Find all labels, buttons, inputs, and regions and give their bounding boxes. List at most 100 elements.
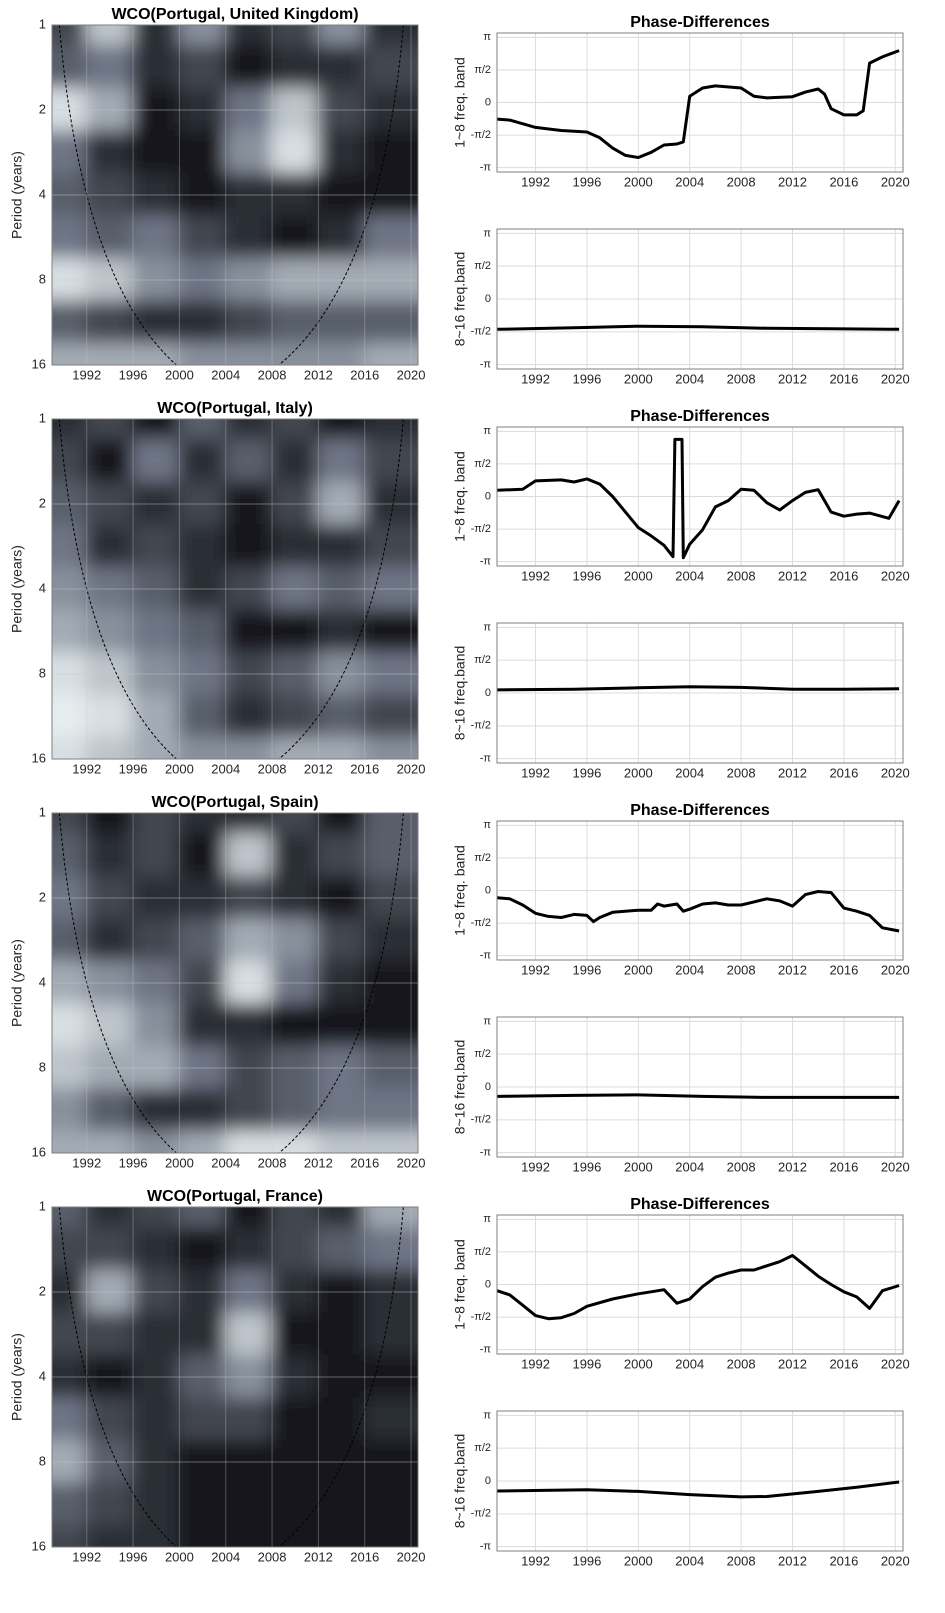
heat-cell [132,918,181,963]
heat-cell [224,1088,274,1133]
heat-cell [363,1088,418,1133]
x-tick-label: 2004 [675,568,704,583]
heat-cell [132,1354,181,1400]
heat-cell [271,1088,320,1133]
heat-cell [363,1130,418,1153]
heat-cell [132,566,181,612]
heat-cell [271,1524,320,1547]
x-tick-label: 2020 [881,1159,910,1174]
y-tick-label: 0 [485,884,491,896]
chart-title: WCO(Portugal, Italy) [157,400,313,417]
x-tick-label: 2000 [624,371,653,386]
heat-cell [271,651,320,697]
y-tick-label: 8 [39,665,46,680]
x-tick-label: 2020 [881,568,910,583]
heat-cell [85,609,135,654]
heat-cell [224,257,274,303]
heatmap [52,813,418,1153]
x-tick-label: 2016 [829,174,858,189]
heat-cell [52,960,88,1006]
heat-cell [52,1130,88,1153]
heat-cell [132,960,181,1006]
heat-cell [52,1482,88,1527]
y-tick-label: 16 [32,356,46,371]
x-tick-label: 2000 [165,1155,194,1170]
heat-cell [363,832,418,878]
heat-cell [363,257,418,303]
x-tick-label: 2000 [624,1553,653,1568]
x-tick-label: 1992 [521,962,550,977]
x-tick-label: 1992 [521,1553,550,1568]
heat-cell [271,438,320,484]
heatmap-cells [52,419,418,759]
heat-cell [52,1397,88,1442]
x-tick-label: 1996 [572,174,601,189]
heat-cell [52,1003,88,1048]
y-tick-label: 2 [39,495,46,510]
heat-cell [132,87,181,133]
x-tick-label: 2020 [881,962,910,977]
heat-cell [85,813,135,836]
heat-cell [132,1088,181,1133]
heat-cell [132,875,181,921]
heat-cell [317,1269,366,1315]
heat-cell [132,130,181,175]
x-tick-label: 2012 [778,568,807,583]
x-tick-label: 2012 [778,765,807,780]
x-tick-label: 2020 [397,1549,426,1564]
y-axis-label: 1~8 freq. band [452,57,468,148]
x-tick-label: 2004 [675,174,704,189]
heat-cell [363,960,418,1006]
x-tick-label: 1992 [521,174,550,189]
heat-cell [178,87,227,133]
y-tick-label: π [483,1213,491,1225]
x-tick-label: 2020 [881,1553,910,1568]
y-axis-label: Period (years) [9,151,25,239]
x-tick-label: 1996 [572,765,601,780]
x-tick-label: 1992 [521,1159,550,1174]
x-tick-label: 2016 [350,1155,379,1170]
y-tick-label: 8 [39,1059,46,1074]
heat-cell [85,130,135,175]
x-tick-label: 2004 [675,1356,704,1371]
x-tick-label: 1996 [572,1553,601,1568]
x-tick-label: 1996 [119,761,148,776]
x-tick-label: 2016 [829,568,858,583]
heat-cell [85,1269,135,1315]
x-tick-label: 2004 [675,371,704,386]
y-tick-label: 4 [39,186,46,201]
y-tick-label: 4 [39,974,46,989]
x-tick-label: 2004 [211,761,240,776]
heat-cell [224,651,274,697]
heat-cell [52,300,88,345]
heat-cell [52,736,88,759]
heat-cell [52,215,88,260]
cone-of-influence [58,812,404,1154]
x-tick-label: 2004 [675,962,704,977]
heat-cell [363,1207,418,1230]
y-tick-label: 1 [39,410,46,425]
chart-title: Phase-Differences [630,408,770,425]
heat-cell [271,215,320,260]
heat-cell [363,609,418,654]
heat-cell [317,419,366,442]
heat-cell [224,419,274,442]
x-tick-label: 2008 [727,371,756,386]
x-tick-label: 2012 [778,1356,807,1371]
x-tick-label: 2000 [624,962,653,977]
heat-cell [363,130,418,175]
heat-cell [363,1226,418,1272]
heat-cell [85,694,135,739]
x-tick-label: 2008 [727,568,756,583]
y-tick-label: π [483,621,491,633]
heat-cell [271,130,320,175]
heat-cell [52,813,88,836]
x-tick-label: 2008 [727,1356,756,1371]
x-tick-label: 1996 [572,962,601,977]
heat-cell [85,1482,135,1527]
heat-cell [132,694,181,739]
y-tick-label: -π [480,162,492,174]
heat-cell [178,300,227,345]
heat-cell [224,1130,274,1153]
heat-cell [317,1088,366,1133]
